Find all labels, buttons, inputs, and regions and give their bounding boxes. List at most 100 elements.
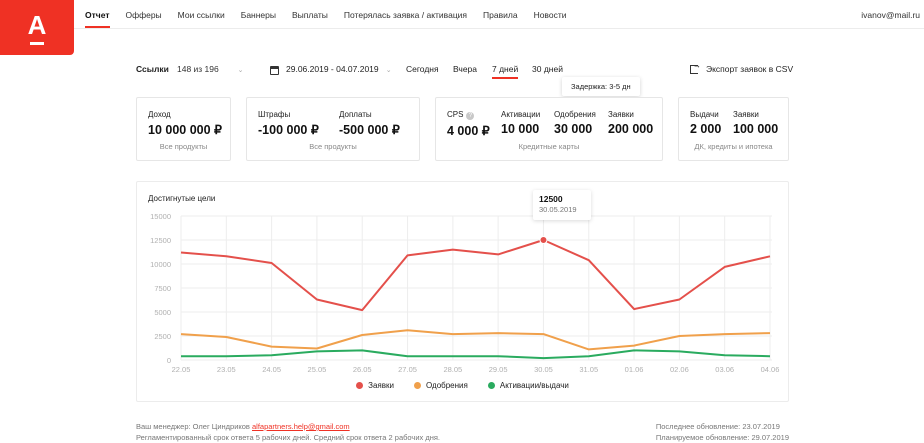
x-tick-label: 29.05 (489, 365, 508, 374)
card-caption: Все продукты (309, 142, 357, 151)
metric-value: -500 000 ₽ (339, 123, 400, 137)
x-tick-label: 02.06 (670, 365, 689, 374)
period-yesterday[interactable]: Вчера (453, 64, 477, 74)
y-tick-label: 5000 (154, 308, 171, 317)
brand-logo[interactable]: А (0, 0, 74, 55)
series-line-0 (180, 239, 771, 312)
footer-manager-info: Ваш менеджер: Олег Циндриков alfapartner… (136, 421, 440, 443)
legend-label: Заявки (368, 381, 394, 390)
footer-update-info: Последнее обновление: 23.07.2019 Планиру… (656, 421, 789, 443)
metric-requests: Заявки 200 000 (608, 110, 653, 136)
links-select-value: 148 из 196 (177, 64, 219, 74)
metric-value: 100 000 (733, 122, 779, 136)
y-tick-label: 7500 (154, 284, 171, 293)
legend-dot (413, 382, 421, 389)
export-csv-button[interactable]: Экспорт заявок в CSV (706, 64, 794, 74)
x-tick-label: 22.05 (172, 365, 191, 374)
loans-card: Выдачи 2 000 Заявки 100 000 ДК, кредиты … (678, 97, 789, 161)
metric-value: 10 000 000 ₽ (148, 123, 222, 137)
sla-text: Регламентированный срок ответа 5 рабочих… (136, 433, 441, 442)
metric-label: Доплаты (339, 110, 372, 119)
chart-tooltip: 12500 30.05.2019 (533, 190, 591, 220)
chevron-down-icon: ⌄ (237, 67, 244, 74)
x-tick-label: 25.05 (308, 365, 327, 374)
period-7-days[interactable]: 7 дней (492, 64, 519, 79)
nav-divider (74, 28, 924, 29)
nav-item-payouts[interactable]: Выплаты (292, 10, 328, 20)
x-tick-label: 23.05 (217, 365, 236, 374)
legend-label: Активации/выдачи (499, 381, 569, 390)
y-tick-label: 15000 (150, 212, 171, 221)
nav-item-banners[interactable]: Баннеры (240, 10, 276, 20)
nav-item-my-links[interactable]: Мои ссылки (177, 10, 225, 20)
metric-penalties: Штрафы -100 000 ₽ (258, 110, 319, 137)
card-caption: Все продукты (159, 142, 208, 151)
metric-label: Активации (501, 110, 541, 119)
links-select[interactable]: 148 из 196 ⌄ (177, 64, 244, 74)
chart-title: Достигнутые цели (148, 194, 216, 203)
metric-value: 200 000 (608, 122, 654, 136)
y-tick-label: 10000 (150, 260, 171, 269)
metric-activations: Активации 10 000 (501, 110, 540, 136)
links-label: Ссылки (136, 64, 169, 74)
calendar-icon[interactable] (270, 66, 279, 75)
chart-legend: Заявки Одобрения Активации/выдачи (137, 381, 788, 390)
metric-approvals: Одобрения 30 000 (554, 110, 596, 136)
metric-value: 30 000 (554, 122, 593, 136)
legend-dot (487, 382, 495, 389)
metric-surcharges: Доплаты -500 000 ₽ (339, 110, 400, 137)
export-icon[interactable] (690, 61, 701, 74)
logo-letter: А (27, 9, 47, 45)
metric-label: Штрафы (258, 110, 291, 119)
metric-label: Доход (148, 110, 171, 119)
nav-item-lost-request[interactable]: Потерялась заявка / активация (343, 10, 468, 20)
card-caption: Кредитные карты (518, 142, 580, 151)
chevron-down-icon: ⌄ (385, 67, 392, 74)
series-line-1 (180, 329, 771, 351)
metric-value: 4 000 ₽ (447, 124, 490, 138)
nav-item-rules[interactable]: Правила (483, 10, 518, 20)
metric-loan-requests: Заявки 100 000 (733, 110, 778, 136)
x-tick-label: 30.05 (534, 365, 553, 374)
tooltip-date: 30.05.2019 (539, 205, 577, 214)
legend-item-requests[interactable]: Заявки (356, 381, 394, 390)
card-caption: ДК, кредиты и ипотека (694, 142, 773, 151)
filter-bar: Ссылки 148 из 196 ⌄ 29.06.2019 - 04.07.2… (136, 61, 794, 79)
penalties-card: Штрафы -100 000 ₽ Доплаты -500 000 ₽ Все… (246, 97, 420, 161)
tooltip-value: 12500 (539, 194, 563, 204)
metric-cps: CPS? 4 000 ₽ (447, 110, 490, 138)
nav-item-news[interactable]: Новости (533, 10, 567, 20)
nav-item-offers[interactable]: Офферы (125, 10, 162, 20)
goals-line-chart[interactable]: 0 2500 5000 7500 10000 12500 15000 22.05 23.05 24… (137, 182, 788, 401)
y-tick-label: 0 (167, 356, 171, 365)
period-30-days[interactable]: 30 дней (532, 64, 563, 74)
user-email-link[interactable]: ivanov@mail.ru (861, 10, 920, 20)
metric-label: Одобрения (554, 110, 596, 119)
metric-value: 10 000 (501, 122, 540, 136)
delay-tooltip: Задержка: 3-5 дн (562, 77, 640, 96)
metric-income: Доход 10 000 000 ₽ (148, 110, 222, 137)
legend-item-activations[interactable]: Активации/выдачи (487, 381, 569, 390)
highlight-point (539, 236, 548, 244)
top-navigation: Отчет Офферы Мои ссылки Баннеры Выплаты … (85, 0, 582, 28)
period-today[interactable]: Сегодня (406, 64, 439, 74)
credit-cards-card: CPS? 4 000 ₽ Активации 10 000 Одобрения … (435, 97, 663, 161)
x-tick-label: 03.06 (715, 365, 734, 374)
goals-chart-panel: Достигнутые цели 0 2500 5000 7500 10000 12500… (136, 181, 789, 402)
metric-issuances: Выдачи 2 000 (690, 110, 721, 136)
legend-label: Одобрения (425, 381, 468, 390)
planned-update-text: Планируемое обновление: 29.07.2019 (655, 433, 789, 442)
series-line-2 (181, 349, 771, 360)
x-tick-label: 28.05 (443, 365, 462, 374)
x-tick-label: 24.05 (262, 365, 281, 374)
x-tick-label: 27.05 (398, 365, 417, 374)
manager-email-link[interactable]: alfapartners.help@gmail.com (252, 422, 350, 431)
nav-item-report[interactable]: Отчет (85, 0, 110, 28)
metric-label: Выдачи (690, 110, 719, 119)
help-icon[interactable]: ? (466, 112, 475, 120)
date-range-select[interactable]: 29.06.2019 - 04.07.2019 ⌄ (286, 64, 392, 74)
metric-label: Заявки (608, 110, 634, 119)
metric-label: Заявки (733, 110, 759, 119)
metric-value: -100 000 ₽ (258, 123, 319, 137)
legend-item-approvals[interactable]: Одобрения (413, 381, 468, 390)
